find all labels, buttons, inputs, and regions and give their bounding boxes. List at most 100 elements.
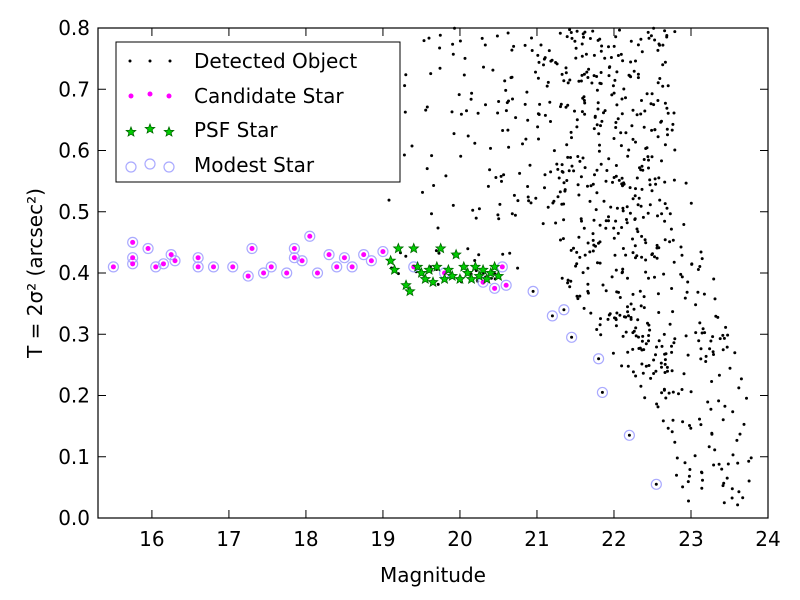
detected-object-point (518, 171, 522, 175)
detected-object-point (653, 177, 657, 181)
detected-object-point (682, 223, 686, 226)
detected-object-point (713, 297, 717, 301)
psf-stars (384, 242, 505, 297)
detected-object-point (593, 173, 596, 177)
detected-object-point (570, 36, 574, 40)
detected-object-point (438, 66, 442, 70)
detected-object-point (567, 169, 571, 173)
detected-object-point (622, 315, 626, 319)
detected-object-point (644, 258, 648, 262)
detected-object-point (653, 38, 657, 42)
legend-entry-modest-star: Modest Star (125, 153, 315, 177)
detected-object-point (457, 93, 461, 97)
detected-object-point (501, 129, 505, 132)
detected-object-point (660, 344, 664, 348)
legend: Detected Object Candidate Star PSF Star … (115, 41, 401, 183)
detected-object-point (536, 76, 540, 80)
x-tick-label: 22 (601, 527, 626, 551)
modest-star-point (246, 242, 258, 255)
detected-object-point (550, 58, 554, 62)
detected-object-point (597, 132, 601, 136)
detected-object-point (633, 244, 637, 248)
detected-object-point (681, 485, 685, 489)
detected-object-point (578, 159, 582, 163)
detected-object-point (564, 71, 568, 75)
modest-star-point (527, 285, 539, 297)
detected-object-point (549, 120, 552, 123)
psf-star-point (465, 273, 478, 285)
detected-object-point (504, 88, 508, 92)
detected-object-point (637, 196, 641, 200)
detected-object-point (608, 65, 612, 69)
detected-object-point (615, 103, 619, 107)
candidate-star-point (349, 264, 355, 270)
detected-object-point (661, 43, 665, 47)
detected-object-point (730, 496, 734, 500)
detected-object-point (658, 77, 662, 80)
detected-object-point (603, 109, 607, 113)
detected-object-point (639, 112, 643, 116)
candidate-star-point (168, 252, 174, 258)
candidate-star-point (130, 255, 136, 261)
modest-star-point (207, 261, 220, 273)
detected-object-point (496, 213, 500, 217)
detected-object-point (646, 321, 649, 325)
detected-object-point (570, 136, 573, 140)
detected-object-point (718, 337, 722, 341)
detected-object-point (733, 351, 737, 355)
detected-object-point (686, 480, 690, 484)
detected-object-point (501, 252, 505, 256)
psf-star-point (477, 263, 489, 275)
legend-marker-modest-star (144, 158, 156, 170)
detected-object-point (611, 180, 614, 184)
detected-object-point (580, 54, 584, 58)
detected-object-point (604, 219, 608, 223)
detected-object-point (641, 371, 645, 375)
detected-object-point (654, 482, 658, 486)
detected-object-point (613, 253, 617, 257)
detected-object-point (633, 194, 637, 198)
detected-object-point (632, 69, 636, 73)
detected-object-point (650, 128, 654, 132)
detected-object-point (655, 402, 659, 406)
detected-object-point (663, 202, 667, 206)
detected-object-point (614, 164, 618, 167)
detected-object-point (596, 101, 600, 105)
modest-star-point (311, 267, 324, 279)
detected-object-point (569, 279, 573, 283)
legend-marker-modest-star (125, 161, 137, 173)
detected-object-point (668, 322, 672, 326)
detected-object-point (593, 114, 597, 118)
detected-object-point (670, 344, 673, 348)
detected-object-point (657, 176, 661, 180)
detected-object-point (653, 255, 656, 259)
detected-object-point (717, 373, 721, 377)
detected-object-point (631, 237, 634, 241)
detected-object-point (473, 259, 477, 262)
detected-object-point (710, 380, 714, 383)
detected-object-point (538, 102, 542, 106)
candidate-star-point (314, 270, 320, 276)
legend-marker-psf-star (144, 122, 156, 134)
x-tick-label: 20 (447, 527, 472, 551)
psf-star-point (454, 273, 466, 285)
modest-star-point (169, 255, 181, 267)
x-tick-label: 23 (678, 527, 703, 551)
detected-object-point (665, 127, 669, 131)
detected-object-point (699, 423, 703, 427)
detected-object-point (684, 334, 688, 338)
detected-object-point (660, 391, 664, 395)
detected-object-point (712, 353, 715, 356)
psf-star-point (400, 279, 412, 291)
detected-object-point (649, 376, 653, 380)
y-axis-ticks: 0.0 0.1 0.2 0.3 0.4 0.5 0.6 0.7 0.8 (58, 16, 768, 530)
psf-star-point (458, 260, 470, 272)
modest-star-point (596, 386, 609, 399)
detected-object-point (497, 100, 501, 103)
detected-object-point (655, 243, 659, 247)
detected-object-point (554, 221, 558, 225)
detected-object-point (675, 456, 679, 460)
detected-object-point (612, 137, 616, 140)
detected-object-point (586, 241, 590, 245)
